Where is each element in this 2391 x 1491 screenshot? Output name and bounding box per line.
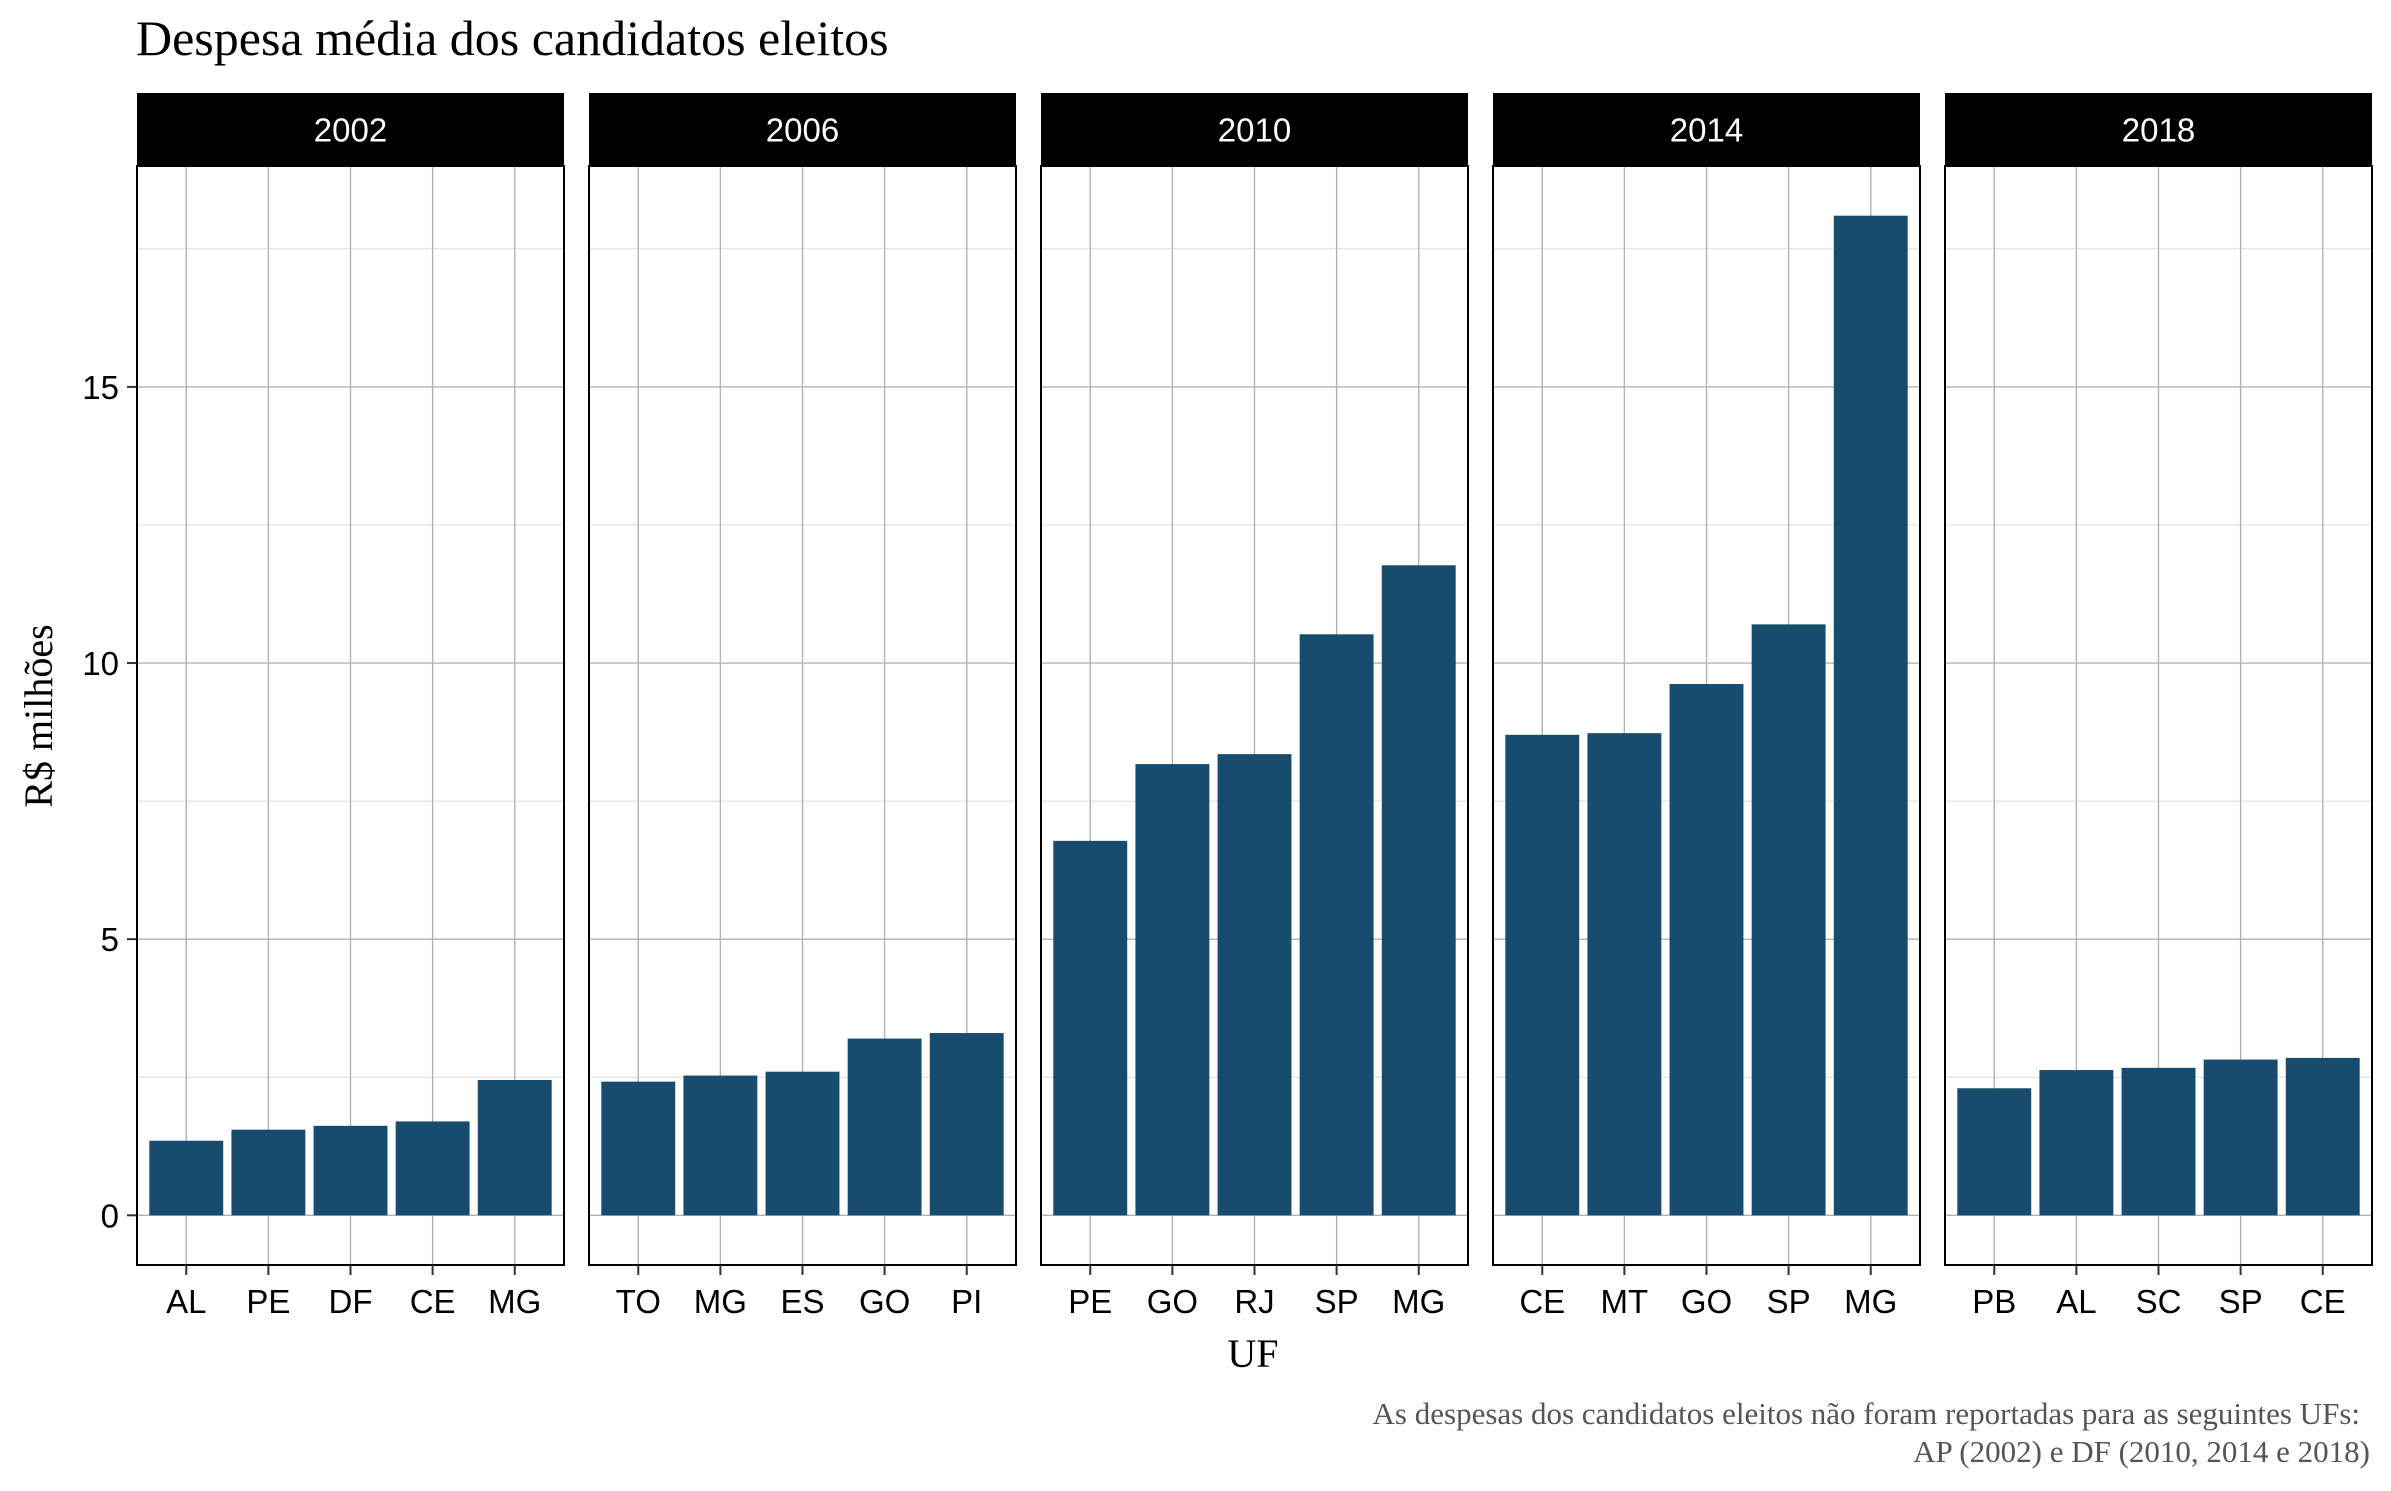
bar-2006-TO: [601, 1081, 676, 1216]
x-tick-label: PE: [1068, 1283, 1112, 1320]
x-tick-label: GO: [1681, 1283, 1732, 1320]
x-tick-label: PB: [1972, 1283, 2016, 1320]
x-tick-label: GO: [1147, 1283, 1198, 1320]
facet-panels: 2002 AL PE DF CE MG 2006 TO MG ES GO PI 2010 PE GO RJ SP…: [136, 93, 2373, 1320]
bar-2014-CE: [1505, 734, 1580, 1216]
facet-panel-2002: 2002 AL PE DF CE MG: [136, 93, 565, 1320]
bar-2010-PE: [1053, 840, 1128, 1216]
caption-line-2: AP (2002) e DF (2010, 2014 e 2018): [1913, 1434, 2370, 1469]
x-tick-label: PI: [951, 1283, 982, 1320]
facet-strip: [1945, 93, 2372, 166]
x-axis-title: UF: [1227, 1331, 1278, 1376]
x-tick-label: MG: [488, 1283, 541, 1320]
facet-strip: [1493, 93, 1920, 166]
x-tick-label: SC: [2136, 1283, 2182, 1320]
facet-panel-2010: 2010 PE GO RJ SP MG: [1040, 93, 1469, 1320]
bar-2006-PI: [929, 1033, 1004, 1216]
facet-strip-label: 2002: [314, 112, 387, 149]
bar-2002-PE: [231, 1129, 306, 1216]
facet-panel-2014: 2014 CE MT GO SP MG: [1492, 93, 1921, 1320]
bar-2018-PB: [1957, 1088, 2032, 1216]
facet-panel-2018: 2018 PB AL SC SP CE: [1944, 93, 2373, 1320]
bar-2014-SP: [1751, 624, 1826, 1216]
x-tick-label: GO: [859, 1283, 910, 1320]
y-tick-label: 10: [82, 645, 119, 682]
bar-2018-SC: [2121, 1067, 2196, 1216]
x-tick-label: PE: [246, 1283, 290, 1320]
bar-2002-AL: [149, 1140, 224, 1216]
facet-strip: [1041, 93, 1468, 166]
facet-strip-label: 2014: [1670, 112, 1743, 149]
bar-2002-MG: [477, 1079, 552, 1216]
x-tick-label: MG: [694, 1283, 747, 1320]
bar-2006-GO: [847, 1038, 922, 1216]
bar-2014-MT: [1587, 733, 1662, 1216]
x-tick-label: MG: [1392, 1283, 1445, 1320]
bar-2010-RJ: [1217, 754, 1292, 1216]
x-tick-label: AL: [166, 1283, 206, 1320]
facet-panel-2006: 2006 TO MG ES GO PI: [588, 93, 1017, 1320]
x-tick-label: ES: [780, 1283, 824, 1320]
x-tick-label: DF: [329, 1283, 373, 1320]
chart-title: Despesa média dos candidatos eleitos: [136, 10, 889, 66]
facet-strip-label: 2006: [766, 112, 839, 149]
x-tick-label: CE: [2300, 1283, 2346, 1320]
y-axis-title: R$ milhões: [16, 624, 61, 807]
y-tick-label: 5: [101, 921, 119, 958]
bar-2018-AL: [2039, 1070, 2114, 1216]
x-tick-label: MG: [1844, 1283, 1897, 1320]
facet-strip: [137, 93, 564, 166]
bar-2006-MG: [683, 1075, 758, 1216]
bar-2018-CE: [2285, 1057, 2360, 1216]
bar-2010-SP: [1299, 634, 1374, 1216]
y-tick-label: 15: [82, 369, 119, 406]
facet-strip: [589, 93, 1016, 166]
caption-line-1: As despesas dos candidatos eleitos não f…: [1373, 1396, 2360, 1431]
bar-2010-GO: [1135, 764, 1210, 1216]
x-tick-label: CE: [1519, 1283, 1565, 1320]
facet-strip-label: 2010: [1218, 112, 1291, 149]
x-tick-label: RJ: [1234, 1283, 1274, 1320]
x-tick-label: CE: [410, 1283, 456, 1320]
x-tick-label: SP: [1767, 1283, 1811, 1320]
x-tick-label: SP: [1315, 1283, 1359, 1320]
bar-2014-MG: [1833, 215, 1908, 1216]
bar-2002-DF: [313, 1125, 388, 1216]
bar-2014-GO: [1669, 684, 1744, 1216]
x-tick-label: MT: [1601, 1283, 1649, 1320]
facet-strip-label: 2018: [2122, 112, 2195, 149]
bar-2010-MG: [1381, 565, 1456, 1216]
bar-2002-CE: [395, 1121, 470, 1216]
x-tick-label: SP: [2219, 1283, 2263, 1320]
x-tick-label: AL: [2056, 1283, 2096, 1320]
y-axis: 0 5 10 15: [82, 369, 137, 1234]
bar-2006-ES: [765, 1071, 840, 1216]
bar-2018-SP: [2203, 1059, 2278, 1216]
x-tick-label: TO: [616, 1283, 661, 1320]
y-tick-label: 0: [101, 1197, 119, 1234]
